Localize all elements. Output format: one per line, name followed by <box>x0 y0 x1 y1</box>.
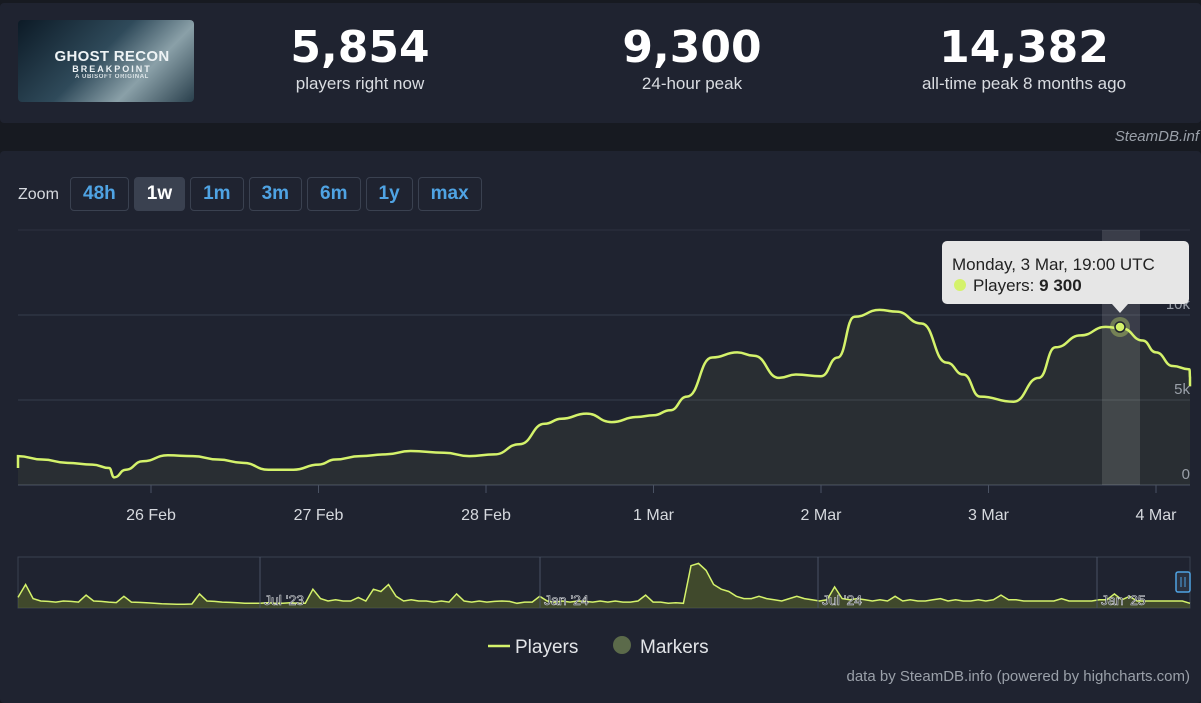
zoom-6m-button[interactable]: 6m <box>307 177 361 211</box>
stat-value: 14,382 <box>939 22 1109 73</box>
x-tick-label: 26 Feb <box>126 507 176 524</box>
game-logo: GHOST RECON BREAKPOINT A UBISOFT ORIGINA… <box>42 49 182 80</box>
chart-gridlines <box>18 229 1190 486</box>
x-axis: 26 Feb 27 Feb 28 Feb 1 Mar 2 Mar 3 Mar 4 Mar <box>126 485 1177 524</box>
tooltip-value-line: Players: 9 300 <box>973 276 1082 295</box>
logo-line-2: BREAKPOINT <box>72 63 152 74</box>
navigator-range-handle[interactable] <box>1175 571 1191 593</box>
navigator-area <box>18 563 1190 608</box>
hover-point <box>1114 321 1126 333</box>
y-tick-label: 5k <box>1174 381 1190 398</box>
navigator-label: Jan '24 <box>544 592 589 608</box>
legend-players[interactable]: Players <box>515 637 578 658</box>
x-tick-label: 3 Mar <box>968 507 1010 524</box>
navigator-label: Jul '24 <box>822 592 862 608</box>
tooltip-series-label: Players: <box>973 276 1039 295</box>
stats-panel <box>0 3 1201 123</box>
zoom-3m-button[interactable]: 3m <box>248 177 303 211</box>
players-area <box>18 309 1190 485</box>
zoom-label: Zoom <box>18 186 59 203</box>
zoom-48h-button[interactable]: 48h <box>70 177 129 211</box>
navigator-label: Jul '23 <box>264 592 304 608</box>
tooltip-series-dot <box>954 279 966 291</box>
stat-label: 24-hour peak <box>641 74 743 93</box>
tooltip-value: 9 300 <box>1039 276 1082 295</box>
stat-current-players: 5,854 players right now <box>220 24 500 94</box>
tooltip: Monday, 3 Mar, 19:00 UTC Players: 9 300 <box>942 241 1189 313</box>
zoom-max-button[interactable]: max <box>417 177 482 211</box>
stat-value: 9,300 <box>622 22 762 73</box>
tooltip-box <box>942 241 1189 313</box>
x-tick-label: 2 Mar <box>801 507 843 524</box>
logo-line-3: A UBISOFT ORIGINAL <box>75 74 149 81</box>
x-tick-label: 28 Feb <box>461 507 511 524</box>
stat-label: players right now <box>295 74 425 93</box>
x-tick-label: 4 Mar <box>1136 507 1178 524</box>
zoom-buttons: 48h 1w 1m 3m 6m 1y max <box>70 177 482 211</box>
stat-24h-peak: 9,300 24-hour peak <box>552 24 832 94</box>
zoom-1m-button[interactable]: 1m <box>190 177 244 211</box>
x-tick-label: 27 Feb <box>294 507 344 524</box>
legend-markers-swatch <box>613 636 631 654</box>
navigator[interactable]: Jul '23 Jan '24 Jul '24 Jan '25 <box>17 556 1191 609</box>
legend-markers[interactable]: Markers <box>640 637 709 658</box>
legend: Players Markers <box>488 636 709 658</box>
x-tick-label: 1 Mar <box>633 507 675 524</box>
zoom-1w-button[interactable]: 1w <box>133 177 186 211</box>
steamdb-credit-link[interactable]: SteamDB.inf <box>1114 128 1199 145</box>
stat-label: all-time peak 8 months ago <box>921 74 1127 93</box>
players-series-line[interactable] <box>16 308 1192 479</box>
zoom-1y-button[interactable]: 1y <box>365 177 413 211</box>
stat-all-time-peak: 14,382 all-time peak 8 months ago <box>884 24 1164 94</box>
game-thumbnail[interactable]: GHOST RECON BREAKPOINT A UBISOFT ORIGINA… <box>18 20 194 102</box>
navigator-label: Jan '25 <box>1101 592 1146 608</box>
stat-value: 5,854 <box>290 22 430 73</box>
y-tick-label: 0 <box>1182 466 1190 483</box>
navigator-series-line <box>17 562 1191 605</box>
logo-line-1: GHOST RECON <box>54 48 170 65</box>
tooltip-date: Monday, 3 Mar, 19:00 UTC <box>952 255 1155 274</box>
footer-credit[interactable]: data by SteamDB.info (powered by highcha… <box>846 668 1191 685</box>
